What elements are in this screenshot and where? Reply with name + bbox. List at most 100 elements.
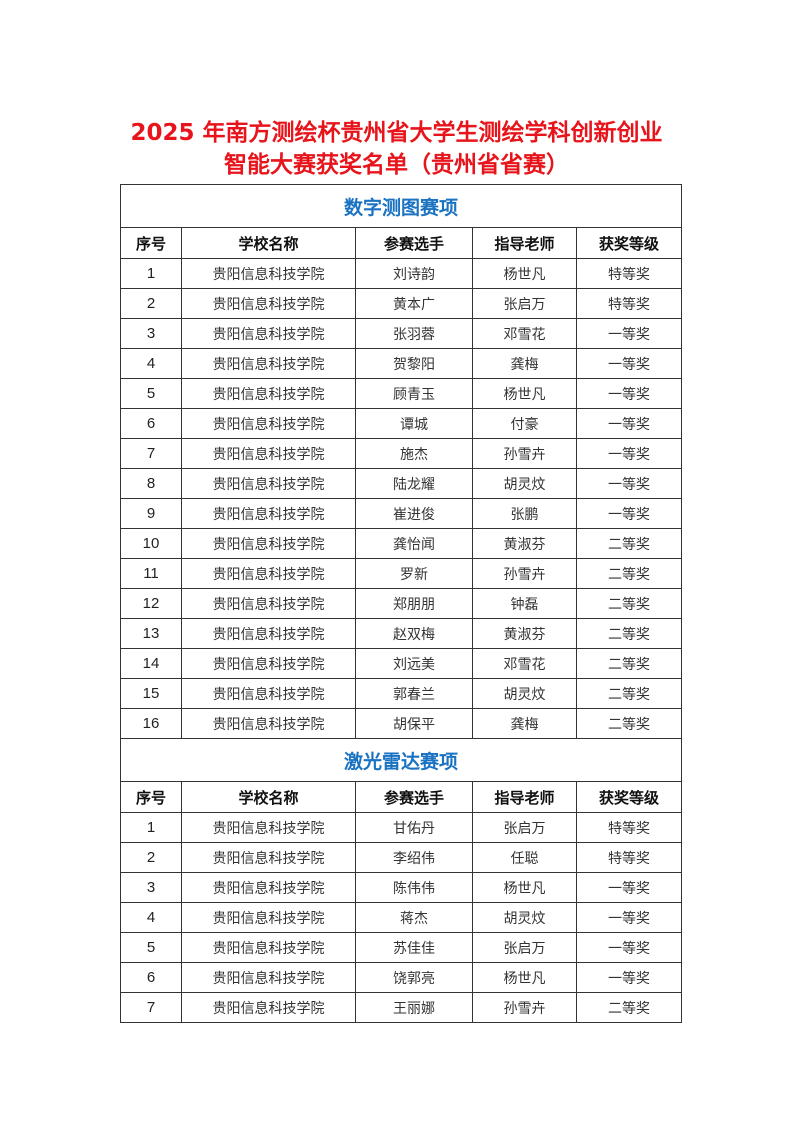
table-row: 5 贵阳信息科技学院 顾青玉 杨世凡 一等奖: [120, 378, 683, 409]
document-title-line1: 2025 年南方测绘杯贵州省大学生测绘学科创新创业: [130, 120, 663, 146]
cell-contestant: 顾青玉: [355, 378, 473, 409]
cell-award: 一等奖: [575, 498, 683, 529]
cell-contestant: 蒋杰: [355, 902, 473, 933]
cell-school: 贵阳信息科技学院: [181, 408, 356, 439]
table-row: 9 贵阳信息科技学院 崔进俊 张鹏 一等奖: [120, 498, 683, 529]
cell-award: 特等奖: [575, 842, 683, 873]
cell-advisor: 张启万: [472, 812, 577, 843]
cell-index: 5: [120, 378, 182, 409]
table-row: 2 贵阳信息科技学院 黄本广 张启万 特等奖: [120, 288, 683, 319]
cell-contestant: 郑朋朋: [355, 588, 473, 619]
column-header-index: 序号: [120, 781, 182, 813]
cell-index: 2: [120, 842, 182, 873]
cell-advisor: 杨世凡: [472, 872, 577, 903]
cell-advisor: 张启万: [472, 288, 577, 319]
cell-school: 贵阳信息科技学院: [181, 468, 356, 499]
column-header-school: 学校名称: [181, 781, 356, 813]
table-row: 4 贵阳信息科技学院 贺黎阳 龚梅 一等奖: [120, 348, 683, 379]
cell-school: 贵阳信息科技学院: [181, 648, 356, 679]
cell-school: 贵阳信息科技学院: [181, 872, 356, 903]
cell-school: 贵阳信息科技学院: [181, 528, 356, 559]
cell-award: 特等奖: [575, 288, 683, 319]
cell-contestant: 胡保平: [355, 708, 473, 739]
cell-index: 4: [120, 348, 182, 379]
cell-contestant: 郭春兰: [355, 678, 473, 709]
table-row: 6 贵阳信息科技学院 饶郭亮 杨世凡 一等奖: [120, 962, 683, 993]
cell-award: 一等奖: [575, 348, 683, 379]
cell-index: 5: [120, 932, 182, 963]
table-row: 7 贵阳信息科技学院 王丽娜 孙雪卉 二等奖: [120, 992, 683, 1023]
header-row: 序号 学校名称 参赛选手 指导老师 获奖等级: [120, 781, 683, 813]
cell-index: 14: [120, 648, 182, 679]
cell-school: 贵阳信息科技学院: [181, 962, 356, 993]
section-title: 激光雷达赛项: [119, 738, 683, 782]
cell-award: 二等奖: [575, 708, 683, 739]
cell-advisor: 张启万: [472, 932, 577, 963]
cell-advisor: 孙雪卉: [472, 558, 577, 589]
column-header-advisor: 指导老师: [472, 781, 577, 813]
table-row: 15 贵阳信息科技学院 郭春兰 胡灵炆 二等奖: [120, 678, 683, 709]
table-row: 10 贵阳信息科技学院 龚怡闻 黄淑芬 二等奖: [120, 528, 683, 559]
cell-advisor: 任聪: [472, 842, 577, 873]
cell-contestant: 罗新: [355, 558, 473, 589]
cell-advisor: 胡灵炆: [472, 902, 577, 933]
cell-school: 贵阳信息科技学院: [181, 992, 356, 1023]
table-row: 2 贵阳信息科技学院 李绍伟 任聪 特等奖: [120, 842, 683, 873]
cell-contestant: 崔进俊: [355, 498, 473, 529]
cell-school: 贵阳信息科技学院: [181, 558, 356, 589]
cell-school: 贵阳信息科技学院: [181, 932, 356, 963]
table-row: 6 贵阳信息科技学院 谭城 付豪 一等奖: [120, 408, 683, 439]
cell-advisor: 孙雪卉: [472, 438, 577, 469]
cell-award: 二等奖: [575, 528, 683, 559]
column-header-award: 获奖等级: [575, 781, 683, 813]
cell-school: 贵阳信息科技学院: [181, 378, 356, 409]
cell-award: 特等奖: [575, 812, 683, 843]
cell-advisor: 杨世凡: [472, 962, 577, 993]
cell-advisor: 杨世凡: [472, 378, 577, 409]
cell-school: 贵阳信息科技学院: [181, 588, 356, 619]
cell-award: 一等奖: [575, 932, 683, 963]
cell-index: 13: [120, 618, 182, 649]
column-header-index: 序号: [120, 227, 182, 259]
table-row: 7 贵阳信息科技学院 施杰 孙雪卉 一等奖: [120, 438, 683, 469]
table-row: 14 贵阳信息科技学院 刘远美 邓雪花 二等奖: [120, 648, 683, 679]
cell-award: 特等奖: [575, 258, 683, 289]
cell-contestant: 贺黎阳: [355, 348, 473, 379]
cell-contestant: 龚怡闻: [355, 528, 473, 559]
cell-contestant: 刘远美: [355, 648, 473, 679]
cell-contestant: 饶郭亮: [355, 962, 473, 993]
cell-school: 贵阳信息科技学院: [181, 318, 356, 349]
cell-contestant: 黄本广: [355, 288, 473, 319]
cell-advisor: 龚梅: [472, 708, 577, 739]
cell-advisor: 龚梅: [472, 348, 577, 379]
cell-award: 二等奖: [575, 618, 683, 649]
cell-award: 一等奖: [575, 408, 683, 439]
cell-index: 7: [120, 992, 182, 1023]
cell-school: 贵阳信息科技学院: [181, 618, 356, 649]
cell-contestant: 王丽娜: [355, 992, 473, 1023]
cell-advisor: 孙雪卉: [472, 992, 577, 1023]
cell-index: 12: [120, 588, 182, 619]
table-row: 3 贵阳信息科技学院 张羽蓉 邓雪花 一等奖: [120, 318, 683, 349]
cell-award: 二等奖: [575, 588, 683, 619]
cell-index: 6: [120, 962, 182, 993]
table-row: 1 贵阳信息科技学院 刘诗韵 杨世凡 特等奖: [120, 258, 683, 289]
table-row: 11 贵阳信息科技学院 罗新 孙雪卉 二等奖: [120, 558, 683, 589]
cell-award: 二等奖: [575, 992, 683, 1023]
cell-advisor: 付豪: [472, 408, 577, 439]
cell-index: 11: [120, 558, 182, 589]
cell-index: 6: [120, 408, 182, 439]
header-row: 序号 学校名称 参赛选手 指导老师 获奖等级: [120, 227, 683, 259]
cell-advisor: 胡灵炆: [472, 678, 577, 709]
cell-school: 贵阳信息科技学院: [181, 348, 356, 379]
table-row: 5 贵阳信息科技学院 苏佳佳 张启万 一等奖: [120, 932, 683, 963]
cell-contestant: 赵双梅: [355, 618, 473, 649]
cell-award: 一等奖: [575, 318, 683, 349]
cell-award: 一等奖: [575, 962, 683, 993]
cell-index: 15: [120, 678, 182, 709]
cell-contestant: 谭城: [355, 408, 473, 439]
cell-award: 一等奖: [575, 378, 683, 409]
cell-contestant: 李绍伟: [355, 842, 473, 873]
cell-index: 10: [120, 528, 182, 559]
